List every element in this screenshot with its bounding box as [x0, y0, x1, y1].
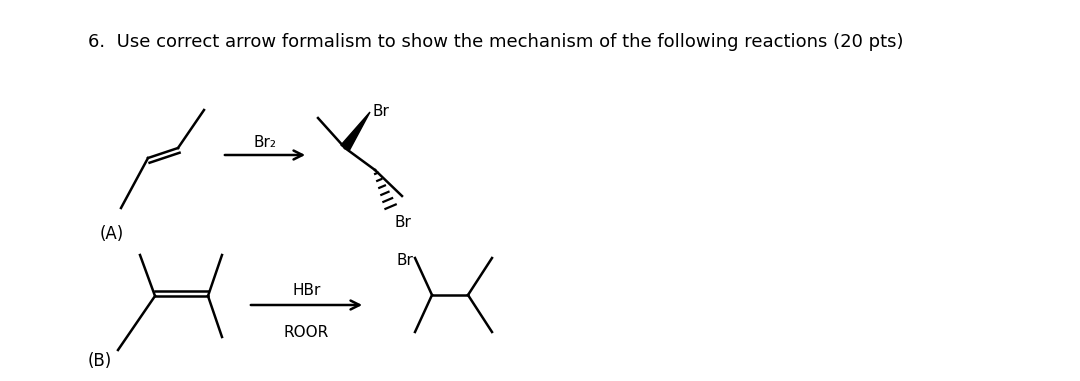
Text: ROOR: ROOR	[284, 325, 329, 340]
Text: Br₂: Br₂	[254, 135, 276, 150]
Text: Br: Br	[373, 104, 390, 119]
Polygon shape	[341, 112, 370, 151]
Text: Br: Br	[396, 253, 413, 268]
Text: HBr: HBr	[293, 283, 321, 298]
Text: 6.  Use correct arrow formalism to show the mechanism of the following reactions: 6. Use correct arrow formalism to show t…	[87, 33, 904, 51]
Text: (B): (B)	[87, 352, 112, 370]
Text: (A): (A)	[100, 225, 124, 243]
Text: Br: Br	[395, 215, 411, 230]
